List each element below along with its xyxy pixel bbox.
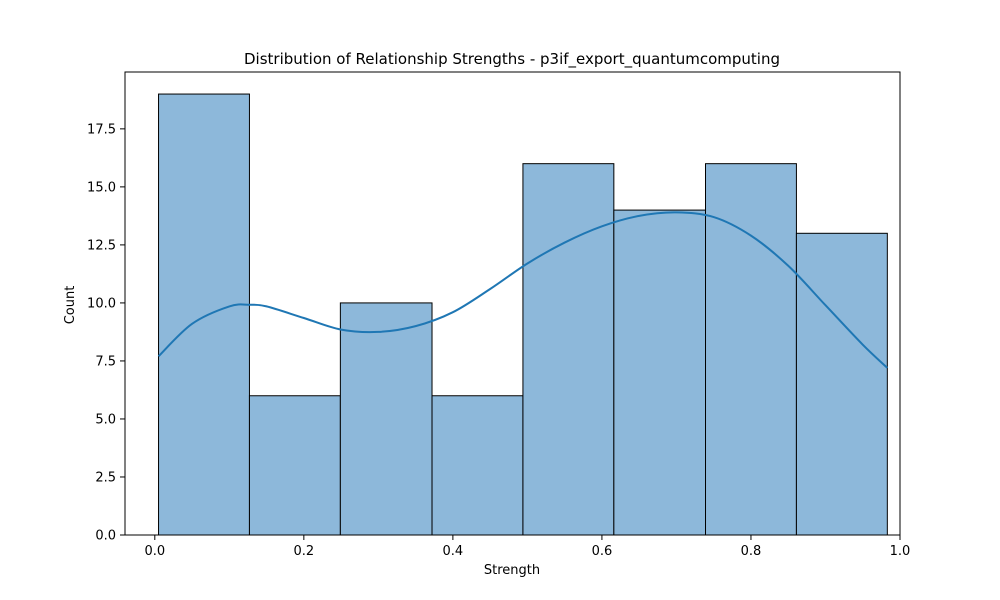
y-tick-label: 2.5 (95, 470, 116, 485)
x-axis-label: Strength (484, 563, 540, 578)
histogram-bar-2 (248, 395, 341, 536)
y-tick-label: 0.0 (95, 529, 116, 544)
histogram-bar-3 (339, 302, 433, 536)
y-axis-label: Count (63, 286, 78, 325)
y-tick-label: 15.0 (87, 180, 116, 195)
histogram-bar-4 (431, 395, 524, 536)
x-axis-ticks: 0.0 0.2 0.4 0.6 0.8 1.0 (144, 535, 910, 559)
y-tick-label: 17.5 (87, 122, 116, 137)
y-tick-label: 7.5 (95, 354, 116, 369)
histogram-bar-8 (795, 232, 888, 536)
y-axis-ticks: 0.0 2.5 5.0 7.5 10.0 12.5 15.0 17.5 (87, 122, 125, 544)
x-tick-label: 0.6 (592, 544, 613, 559)
chart-title: Distribution of Relationship Strengths -… (244, 50, 780, 69)
kde-curve (157, 211, 889, 369)
x-tick-label: 0.8 (741, 544, 762, 559)
histogram-bar-6 (613, 209, 707, 536)
histogram-bar-7 (705, 163, 797, 536)
histogram-bar-1 (158, 93, 250, 536)
plot-frame (124, 71, 901, 536)
histogram-bar-5 (522, 163, 615, 536)
y-tick-label: 10.0 (87, 296, 116, 311)
x-tick-label: 0.4 (443, 544, 464, 559)
y-tick-label: 5.0 (95, 412, 116, 427)
x-tick-label: 0.0 (144, 544, 165, 559)
x-tick-label: 0.2 (294, 544, 315, 559)
y-tick-label: 12.5 (87, 238, 116, 253)
x-tick-label: 1.0 (890, 544, 911, 559)
histogram-bars (158, 93, 888, 536)
